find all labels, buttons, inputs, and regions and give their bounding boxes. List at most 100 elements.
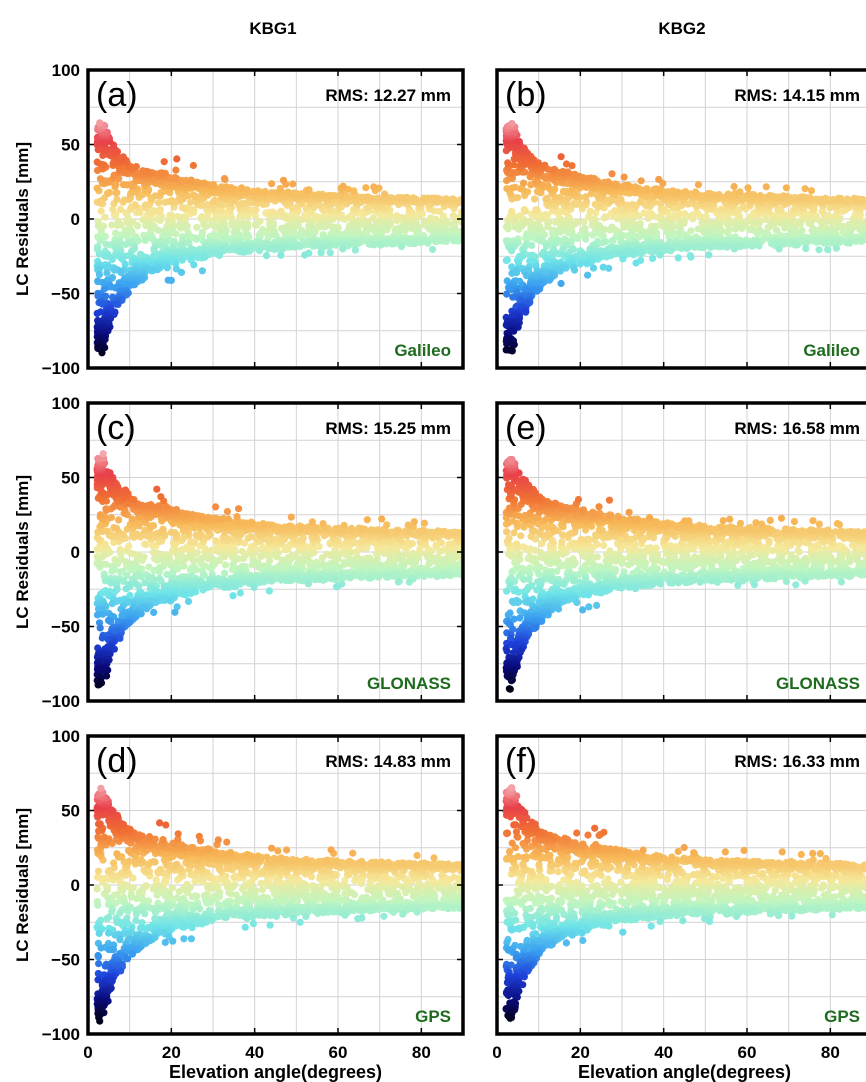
data-point xyxy=(571,170,579,178)
data-point xyxy=(681,210,689,218)
data-point xyxy=(640,209,648,217)
data-point xyxy=(172,265,180,273)
data-point xyxy=(593,191,601,199)
data-point xyxy=(167,276,175,284)
data-point xyxy=(270,245,278,254)
data-point xyxy=(779,192,788,200)
data-point xyxy=(173,213,182,221)
data-point xyxy=(149,207,157,215)
panel-tag: (b) xyxy=(505,76,547,114)
data-point xyxy=(543,194,551,202)
data-point xyxy=(171,173,179,182)
data-point xyxy=(401,226,409,234)
data-point xyxy=(738,224,746,232)
rms-label: RMS: 12.27 mm xyxy=(325,86,451,105)
data-point xyxy=(656,251,664,259)
data-point xyxy=(659,222,667,230)
data-point xyxy=(503,290,511,298)
data-point xyxy=(605,196,613,204)
data-point xyxy=(531,253,539,261)
data-point xyxy=(843,195,851,203)
data-point xyxy=(239,248,247,256)
data-point xyxy=(739,202,747,210)
data-point xyxy=(102,560,110,568)
data-point xyxy=(116,205,125,213)
data-point xyxy=(317,249,325,257)
data-point xyxy=(515,225,523,233)
data-point xyxy=(707,243,715,251)
data-point xyxy=(318,554,327,562)
data-point xyxy=(681,188,690,196)
data-point xyxy=(177,224,185,232)
data-point xyxy=(508,347,516,355)
data-point xyxy=(370,183,378,191)
data-point xyxy=(190,261,198,269)
data-point xyxy=(799,193,807,201)
data-point xyxy=(601,213,609,221)
data-point xyxy=(187,198,195,206)
data-point xyxy=(108,255,116,264)
system-label: Galileo xyxy=(803,341,860,360)
data-point xyxy=(832,244,841,252)
data-point xyxy=(629,251,638,259)
data-point xyxy=(503,340,511,348)
data-point xyxy=(677,244,686,253)
data-point xyxy=(699,219,707,227)
data-point xyxy=(153,556,161,564)
data-point xyxy=(97,207,105,215)
data-point xyxy=(158,169,166,177)
data-point xyxy=(177,268,186,276)
data-point xyxy=(519,179,528,187)
data-point xyxy=(228,221,236,229)
data-point xyxy=(559,245,567,253)
data-point xyxy=(724,190,732,198)
rms-label: RMS: 14.15 mm xyxy=(734,86,860,105)
data-point xyxy=(509,293,517,301)
data-point xyxy=(200,179,209,187)
data-point xyxy=(637,177,645,185)
data-point xyxy=(611,180,619,188)
data-point xyxy=(189,557,198,565)
data-point xyxy=(730,182,738,191)
data-point xyxy=(782,184,791,192)
data-point xyxy=(113,195,121,203)
data-point xyxy=(93,184,101,192)
data-point xyxy=(254,187,262,195)
panel-b: (b) RMS: 14.15 mm Galileo xyxy=(495,68,866,370)
data-point xyxy=(377,241,385,249)
data-point xyxy=(749,220,757,228)
data-point xyxy=(781,224,789,232)
data-point xyxy=(240,539,249,547)
data-point xyxy=(432,194,440,202)
data-point xyxy=(687,253,695,261)
data-point xyxy=(96,119,104,127)
data-point xyxy=(178,204,186,212)
data-point xyxy=(248,561,256,569)
data-point xyxy=(723,243,731,251)
data-point xyxy=(813,238,821,246)
data-point xyxy=(101,213,109,221)
data-point xyxy=(121,260,129,268)
data-point xyxy=(608,170,616,178)
data-point xyxy=(149,542,157,550)
scatter-points xyxy=(93,450,463,689)
data-point xyxy=(745,190,754,198)
data-point xyxy=(510,161,518,169)
data-point xyxy=(449,195,457,203)
data-point xyxy=(289,209,297,217)
data-point xyxy=(513,194,522,202)
data-point xyxy=(187,176,195,184)
data-point xyxy=(605,264,613,272)
data-point xyxy=(284,188,292,196)
data-point xyxy=(108,221,116,229)
data-point xyxy=(327,191,335,199)
data-point xyxy=(105,188,114,197)
data-point xyxy=(243,199,252,207)
data-point xyxy=(852,237,860,245)
data-point xyxy=(290,189,298,197)
data-point xyxy=(365,203,373,211)
data-point xyxy=(624,181,632,189)
data-point xyxy=(98,349,106,357)
y-tick-label: 50 xyxy=(61,136,80,155)
data-point xyxy=(289,180,297,188)
